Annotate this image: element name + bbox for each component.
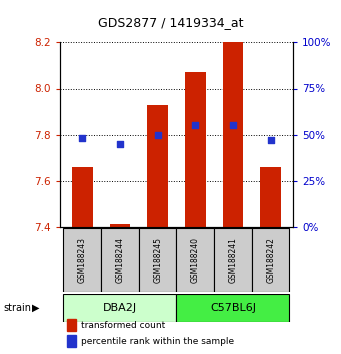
Text: GSM188245: GSM188245 xyxy=(153,237,162,283)
Bar xyxy=(214,228,252,292)
Point xyxy=(193,122,198,128)
Bar xyxy=(223,42,243,227)
Point xyxy=(117,141,123,147)
Text: strain: strain xyxy=(3,303,31,313)
Text: GSM188240: GSM188240 xyxy=(191,237,200,283)
Bar xyxy=(109,224,130,227)
Text: GSM188243: GSM188243 xyxy=(78,237,87,283)
Bar xyxy=(177,294,290,322)
Bar xyxy=(63,294,177,322)
Text: ▶: ▶ xyxy=(32,303,40,313)
Text: GSM188244: GSM188244 xyxy=(116,237,124,283)
Text: GDS2877 / 1419334_at: GDS2877 / 1419334_at xyxy=(98,16,243,29)
Point xyxy=(155,132,160,137)
Bar xyxy=(185,72,206,227)
Bar xyxy=(101,228,139,292)
Point xyxy=(230,122,236,128)
Bar xyxy=(147,105,168,227)
Bar xyxy=(72,167,93,227)
Text: percentile rank within the sample: percentile rank within the sample xyxy=(81,337,234,346)
Bar xyxy=(139,228,177,292)
Bar xyxy=(252,228,290,292)
Bar xyxy=(67,336,76,347)
Bar xyxy=(67,319,76,331)
Text: transformed count: transformed count xyxy=(81,321,165,330)
Point xyxy=(79,135,85,141)
Text: GSM188242: GSM188242 xyxy=(266,237,275,283)
Text: GSM188241: GSM188241 xyxy=(228,237,237,283)
Text: C57BL6J: C57BL6J xyxy=(210,303,256,313)
Text: DBA2J: DBA2J xyxy=(103,303,137,313)
Bar xyxy=(177,228,214,292)
Bar xyxy=(260,167,281,227)
Point xyxy=(268,137,273,143)
Bar xyxy=(63,228,101,292)
